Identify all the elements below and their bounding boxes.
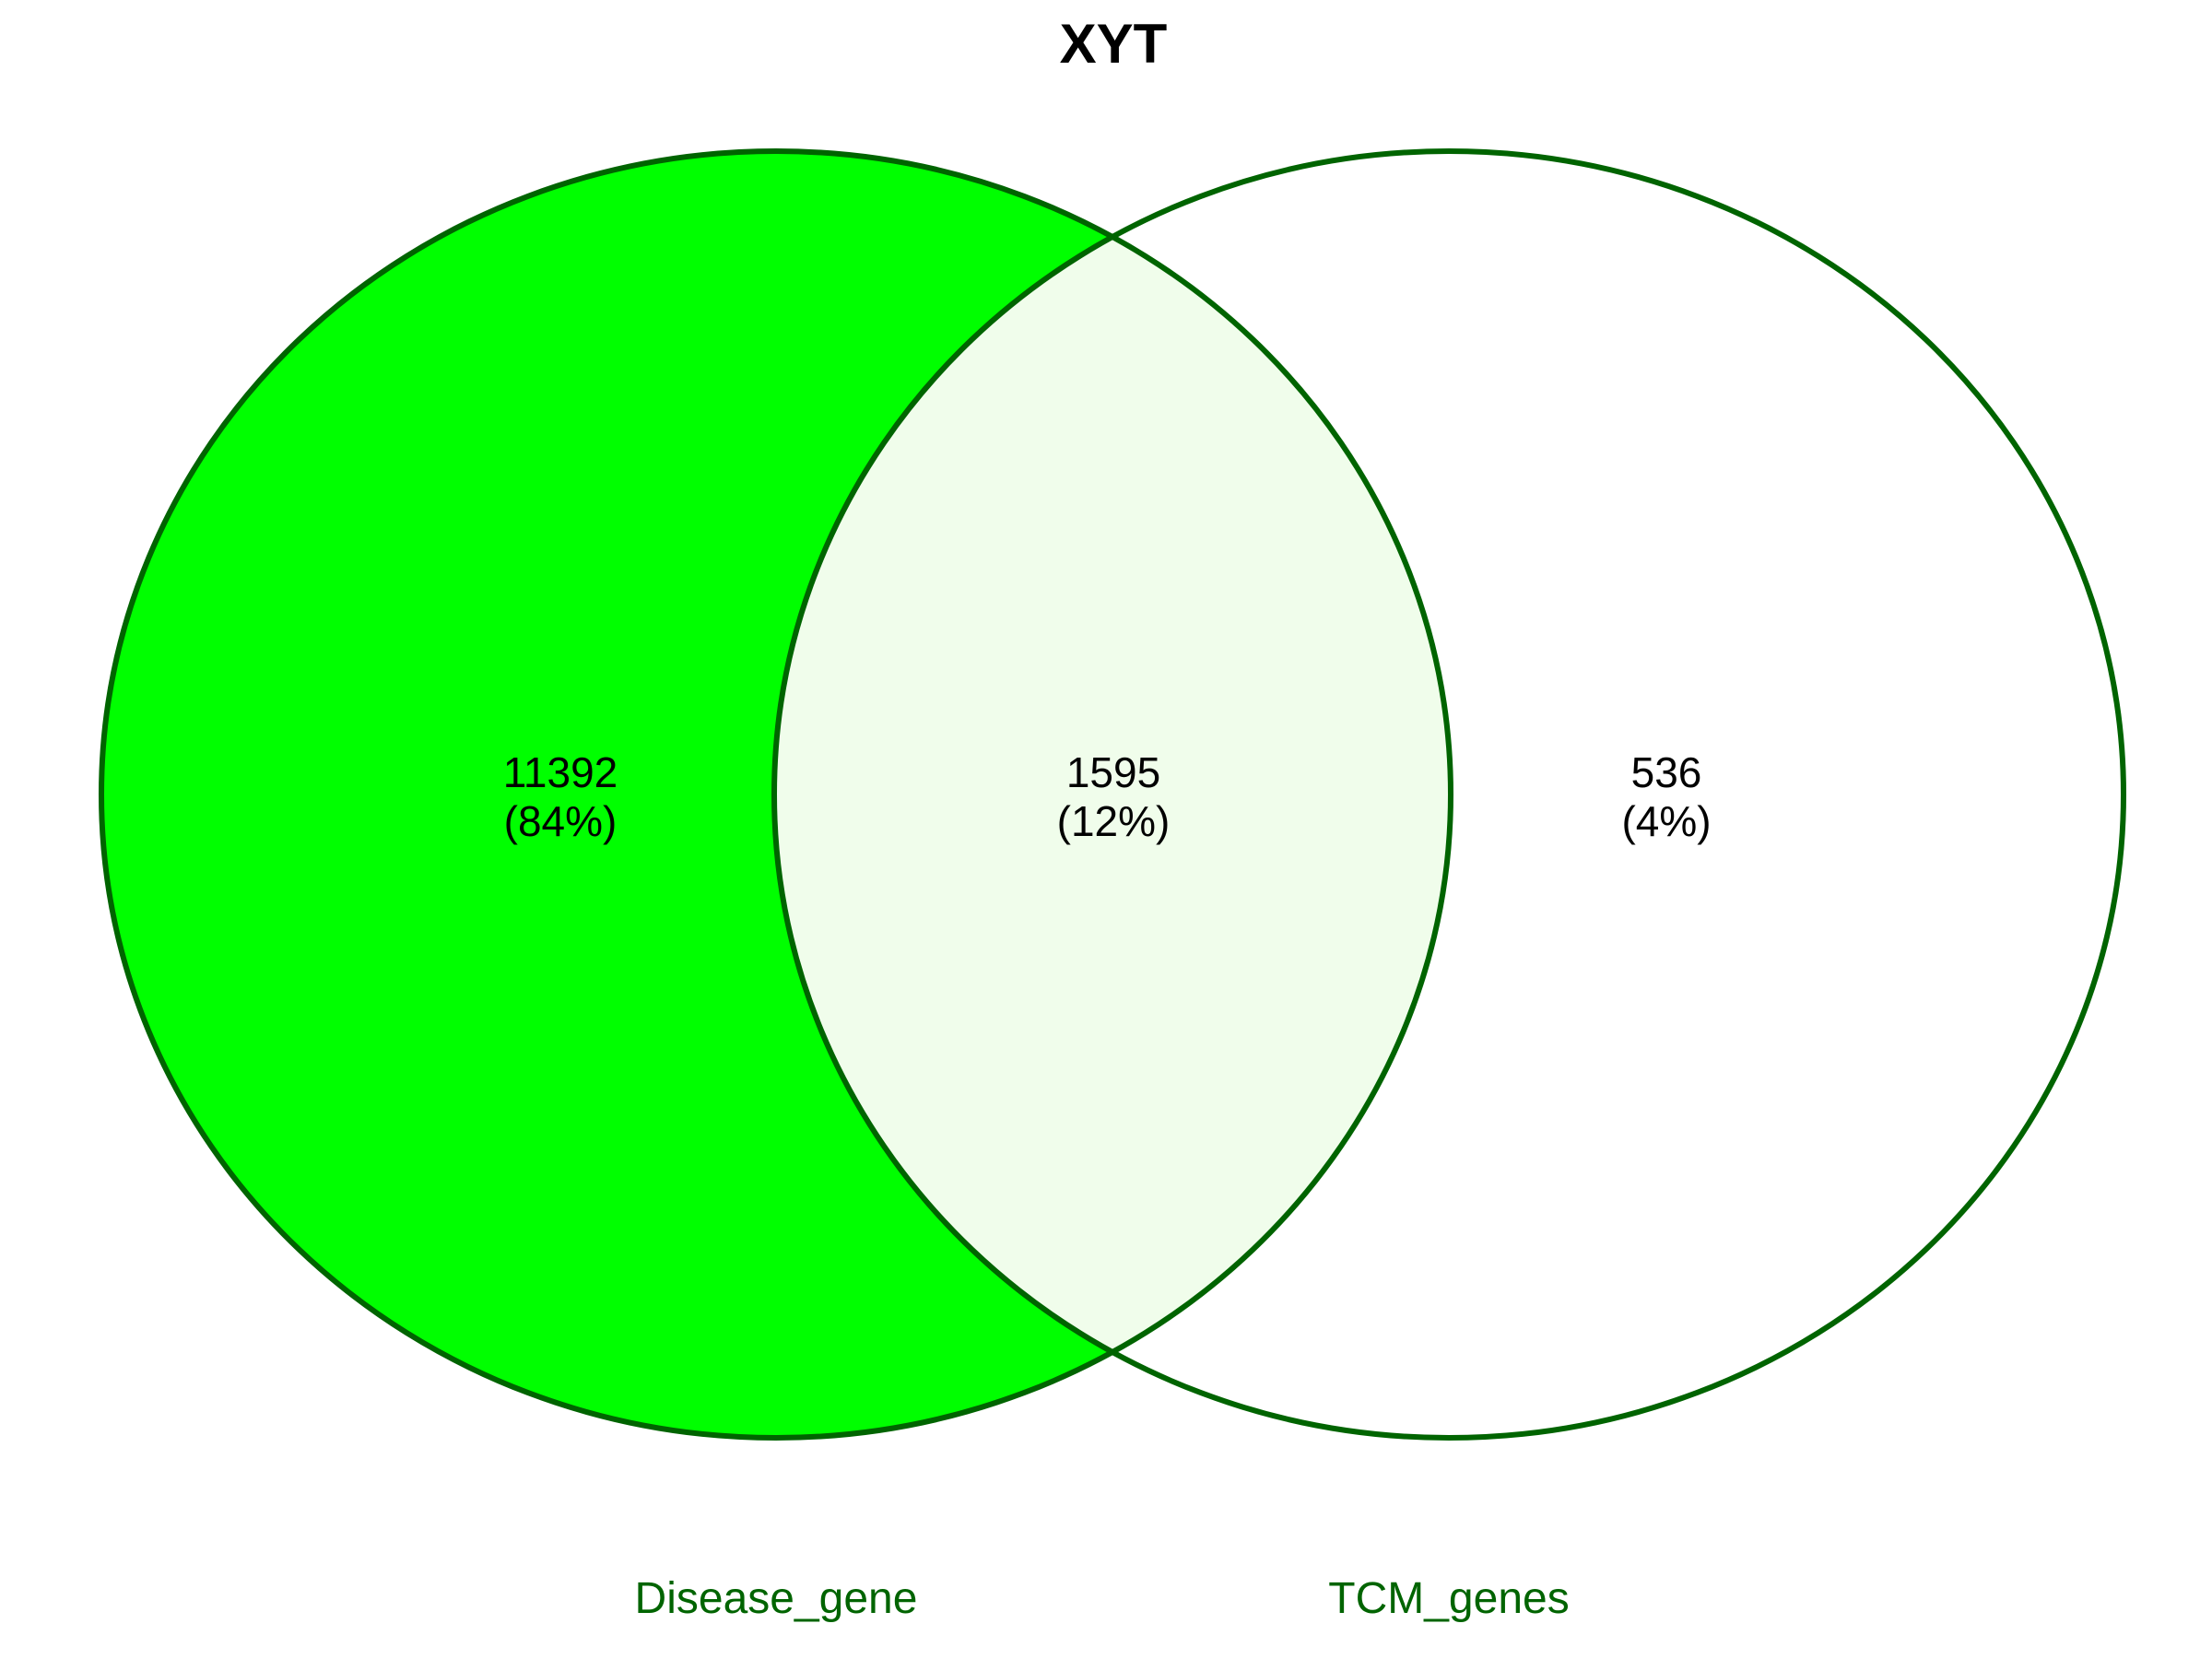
region-intersection-count: 1595 [1066, 748, 1160, 796]
region-disease-only-count: 11392 [503, 748, 618, 796]
set-label-tcm-genes: TCM_genes [1328, 1574, 1569, 1623]
set-disease-gene-outline [99, 148, 1453, 1441]
set-tcm-genes-outline [771, 148, 2126, 1441]
region-tcm-only-count: 536 [1631, 748, 1702, 796]
region-disease-only-percent: (84%) [504, 797, 618, 845]
region-tcm-only-percent: (4%) [1621, 797, 1711, 845]
set-label-disease-gene: Disease_gene [635, 1574, 918, 1623]
chart-title: XYT [1060, 13, 1168, 75]
region-intersection-percent: (12%) [1057, 797, 1171, 845]
